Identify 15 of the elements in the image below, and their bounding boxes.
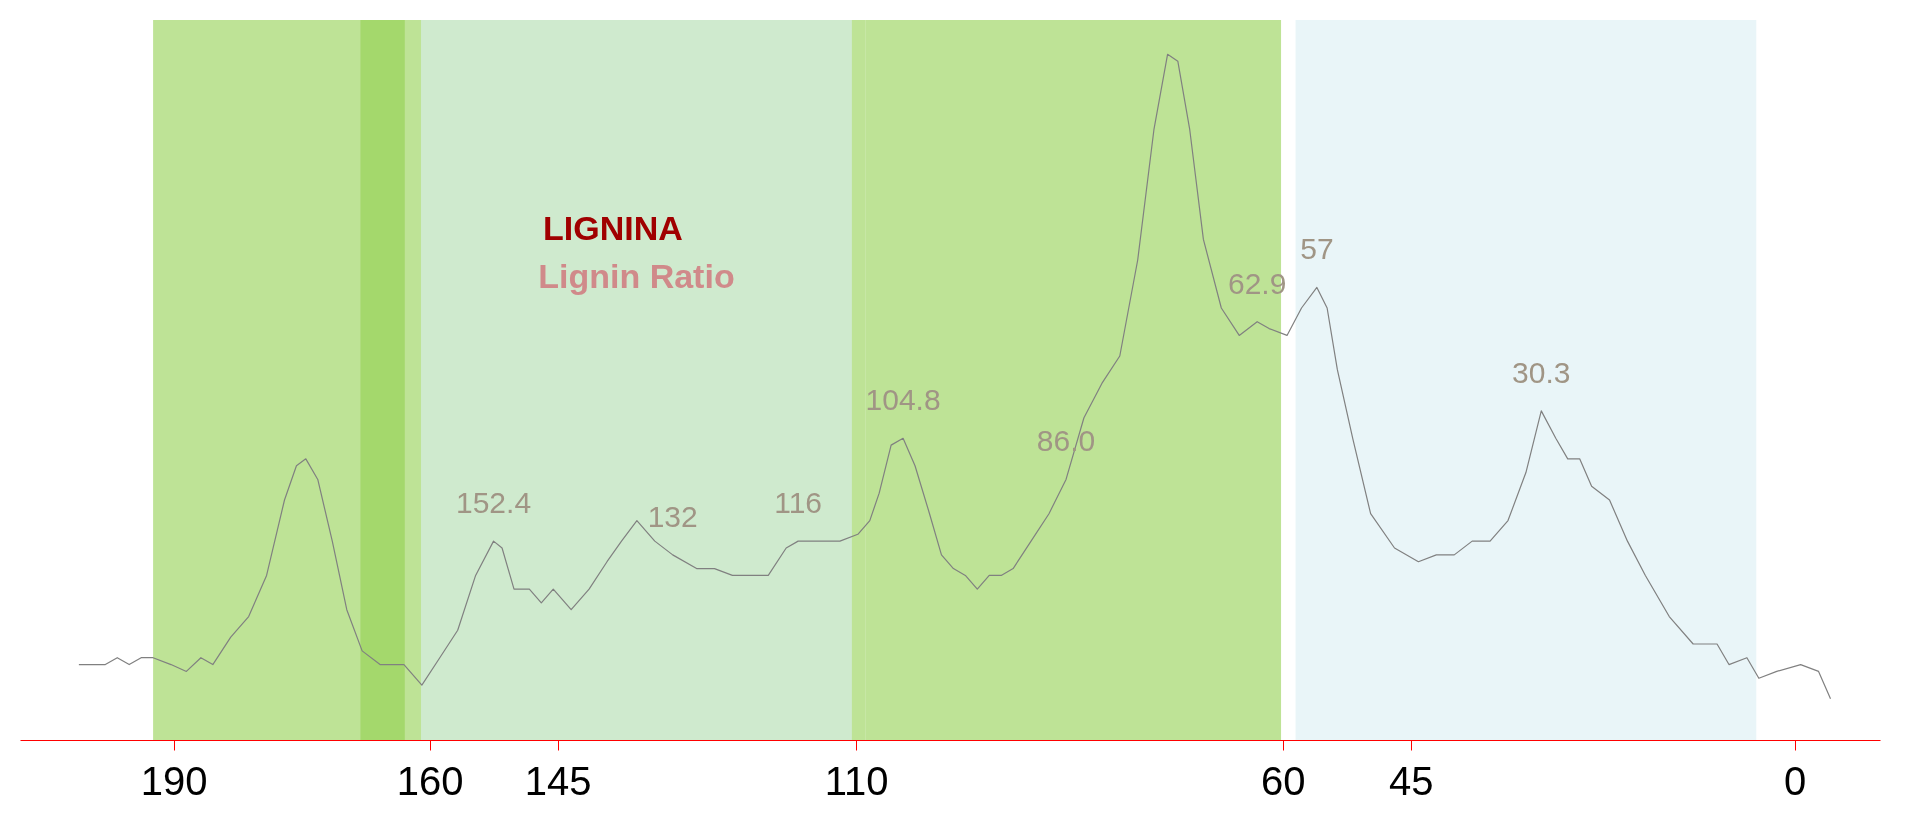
annotation: 30.3 [1512,355,1571,389]
annotation: 132 [647,499,698,533]
annotation: 57 [1300,232,1334,266]
x-tick-label: 160 [396,758,464,803]
band-label: LIGNINA [543,209,683,247]
x-tick-label: 190 [140,758,208,803]
x-tick-label: 145 [524,758,592,803]
band-label: Lignin Ratio [538,257,735,295]
x-tick-label: 0 [1784,758,1807,803]
annotation: 104.8 [865,383,941,417]
annotation: 116 [774,486,823,520]
annotation: 152.4 [455,486,532,520]
x-tick-label: 110 [824,758,889,803]
x-tick-label: 60 [1261,758,1306,803]
x-tick-label: 45 [1388,758,1434,803]
